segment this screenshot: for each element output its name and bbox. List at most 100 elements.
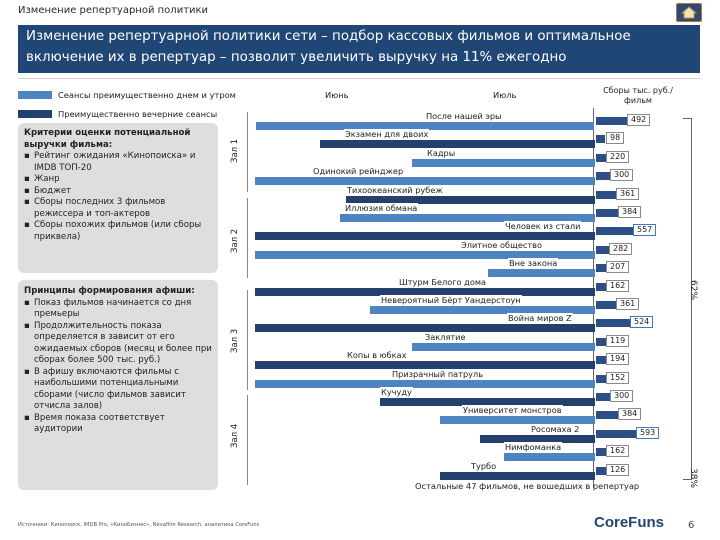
gross-cell: 361 bbox=[596, 298, 660, 311]
gross-bar bbox=[596, 209, 630, 217]
film-title: После нашей эры bbox=[425, 111, 503, 121]
page-number: 6 bbox=[688, 520, 695, 531]
gross-cell: 557 bbox=[596, 224, 660, 237]
schedule-bar bbox=[488, 269, 595, 277]
share-bracket bbox=[683, 118, 692, 480]
principles-item: Показ фильмов начинается со дня премьеры bbox=[24, 298, 214, 321]
film-title: Заклятие bbox=[424, 332, 467, 342]
gross-bar bbox=[596, 117, 639, 125]
film-title: Кучуду bbox=[380, 387, 413, 397]
gross-bar bbox=[596, 246, 621, 254]
legend-label-day: Сеансы преимущественно днем и утром bbox=[58, 90, 236, 100]
share-top-label: 62% bbox=[688, 279, 699, 301]
schedule-bar bbox=[380, 398, 595, 406]
legend-label-evening: Преимущественно вечерние сеансы bbox=[58, 109, 218, 119]
schedule-bar bbox=[504, 453, 595, 461]
schedule-bar bbox=[256, 122, 594, 130]
gross-bar bbox=[596, 448, 610, 456]
film-title: Невероятный Бёрт Уандерстоун bbox=[380, 295, 522, 305]
home-button[interactable] bbox=[676, 3, 702, 22]
schedule-bar bbox=[480, 435, 595, 443]
section-title: Изменение репертуарной политики bbox=[18, 5, 209, 16]
header-june: Июнь bbox=[325, 90, 349, 100]
gross-cell: 162 bbox=[596, 280, 660, 293]
film-title: Одинокий рейнджер bbox=[312, 166, 405, 176]
gross-bar bbox=[596, 375, 609, 383]
principles-item: Продолжительность показа определяется в … bbox=[24, 321, 214, 367]
schedule-bar bbox=[255, 232, 595, 240]
film-title: Кадры bbox=[426, 148, 457, 158]
film-title: Вне закона bbox=[508, 258, 559, 268]
gross-cell: 98 bbox=[596, 132, 660, 145]
gross-cell: 384 bbox=[596, 206, 660, 219]
principles-item: Время показа соответствует аудитории bbox=[24, 413, 214, 436]
film-title: Турбо bbox=[470, 461, 498, 471]
criteria-item: Сборы похожих фильмов (или сборы приквел… bbox=[24, 220, 214, 243]
hall-3-line bbox=[247, 290, 248, 390]
criteria-item: Бюджет bbox=[24, 186, 214, 198]
gross-cell: 282 bbox=[596, 243, 660, 256]
film-title: Иллюзия обмана bbox=[344, 203, 419, 213]
gross-value: 282 bbox=[609, 243, 633, 255]
title-banner bbox=[18, 25, 700, 73]
legend-swatch-day bbox=[18, 91, 52, 99]
film-title: Элитное общество bbox=[460, 240, 543, 250]
gross-bar bbox=[596, 154, 615, 162]
schedule-bar bbox=[340, 214, 595, 222]
gross-value: 557 bbox=[633, 224, 657, 236]
schedule-bar bbox=[255, 288, 595, 296]
film-title: Росомаха 2 bbox=[530, 424, 581, 434]
gross-bar bbox=[596, 338, 606, 346]
gross-value: 98 bbox=[606, 132, 625, 144]
gross-value: 207 bbox=[606, 261, 630, 273]
gross-cell: 593 bbox=[596, 427, 660, 440]
gross-bar bbox=[596, 411, 630, 419]
gross-value: 152 bbox=[606, 372, 630, 384]
gross-value: 126 bbox=[606, 464, 630, 476]
remaining-films-label: Остальные 47 фильмов, не вошедших в репе… bbox=[415, 481, 640, 491]
gross-cell: 492 bbox=[596, 114, 660, 127]
schedule-bar bbox=[440, 472, 595, 480]
gross-value: 162 bbox=[606, 280, 630, 292]
gross-cell: 524 bbox=[596, 316, 660, 329]
gross-value: 361 bbox=[616, 188, 640, 200]
film-title: Тихоокеанский рубеж bbox=[346, 185, 444, 195]
criteria-text: Критерии оценки потенциальной выручки фи… bbox=[24, 128, 214, 243]
gross-cell: 220 bbox=[596, 151, 660, 164]
gross-cell: 361 bbox=[596, 188, 660, 201]
gross-value: 194 bbox=[606, 353, 630, 365]
film-title: Университет монстров bbox=[462, 405, 563, 415]
source-note: Источники: Кинопоиск, IMDB Pro, «КиноБиз… bbox=[18, 522, 260, 528]
slide-title: Изменение репертуарной политики сети – п… bbox=[26, 29, 631, 65]
gross-axis bbox=[593, 108, 594, 488]
gross-value: 492 bbox=[627, 114, 651, 126]
film-title: Человек из стали bbox=[504, 221, 582, 231]
gross-value: 300 bbox=[610, 169, 634, 181]
gross-value: 162 bbox=[606, 445, 630, 457]
criteria-item: Рейтинг ожидания «Кинопоиска» и IMDB ТОП… bbox=[24, 151, 214, 174]
schedule-bar bbox=[412, 343, 595, 351]
schedule-bar bbox=[255, 324, 595, 332]
principles-text: Принципы формирования афиши: Показ фильм… bbox=[24, 286, 214, 436]
header-gross: Сборы тыс. руб./фильм bbox=[603, 86, 673, 105]
hall-4-line bbox=[247, 395, 248, 485]
gross-cell: 300 bbox=[596, 169, 660, 182]
schedule-bar bbox=[320, 140, 595, 148]
home-icon bbox=[681, 6, 697, 19]
gross-value: 593 bbox=[636, 427, 660, 439]
gross-value: 119 bbox=[606, 335, 630, 347]
film-title: Призрачный патруль bbox=[391, 369, 485, 379]
gross-bar bbox=[596, 172, 622, 180]
hall-1-label: Зал 1 bbox=[230, 138, 240, 163]
gross-cell: 152 bbox=[596, 372, 660, 385]
criteria-item: Жанр bbox=[24, 174, 214, 186]
gross-value: 300 bbox=[610, 390, 634, 402]
gross-value: 524 bbox=[630, 316, 654, 328]
gross-cell: 194 bbox=[596, 353, 660, 366]
hall-1-line bbox=[247, 112, 248, 192]
schedule-bar bbox=[412, 159, 595, 167]
gross-bar bbox=[596, 301, 628, 309]
gross-value: 220 bbox=[606, 151, 630, 163]
criteria-title: Критерии оценки потенциальной выручки фи… bbox=[24, 128, 191, 150]
film-title: Экзамен для двоих bbox=[344, 129, 430, 139]
